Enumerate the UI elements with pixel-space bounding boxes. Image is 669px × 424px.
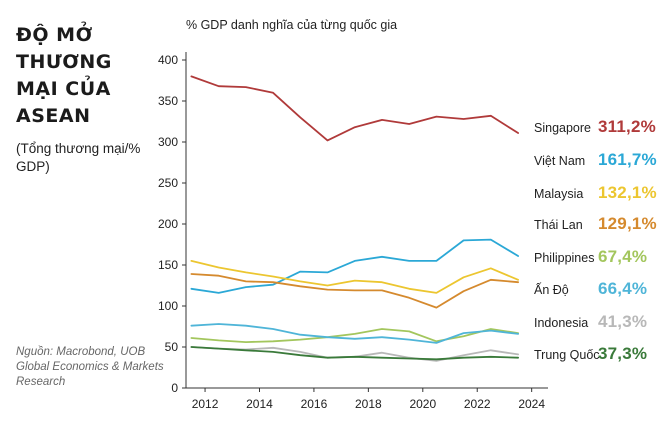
y-tick-label: 300 [158,135,178,149]
x-tick-label: 2012 [192,397,219,411]
series-line-singapore [190,75,519,142]
y-tick-label: 200 [158,217,178,231]
series-line-ấn-độ [190,323,519,344]
x-tick-label: 2022 [464,397,491,411]
legend-name: Malaysia [534,187,584,201]
legend-name: Singapore [534,121,591,135]
series-line-việt-nam [190,238,519,294]
legend-name: Indonesia [534,316,589,330]
legend-value: 37,3% [598,344,648,363]
series-line-trung-quốc [190,346,519,361]
legend-name: Ấn Độ [534,283,569,297]
y-tick-label: 0 [171,381,178,395]
legend-name: Thái Lan [534,218,583,232]
y-tick-label: 250 [158,176,178,190]
y-tick-label: 50 [165,340,179,354]
legend-value: 132,1% [598,183,657,202]
y-tick-label: 150 [158,258,178,272]
y-axis-label: % GDP danh nghĩa của từng quốc gia [186,18,398,32]
legend-value: 161,7% [598,150,657,169]
source-note: Nguồn: Macrobond, UOB Global Economics &… [16,346,164,388]
x-tick-label: 2016 [301,397,328,411]
x-tick-label: 2018 [355,397,382,411]
legend-value: 66,4% [598,279,648,298]
x-tick-label: 2014 [246,397,273,411]
y-tick-label: 350 [158,94,178,108]
series-line-thái-lan [190,273,519,309]
legend-name: Trung Quốc [534,348,600,362]
legend-value: 41,3% [598,312,648,331]
series-line-philippines [190,328,519,344]
x-tick-label: 2024 [518,397,545,411]
legend-name: Philippines [534,251,595,265]
y-tick-label: 400 [158,53,178,67]
chart-title: ĐỘ MỞ THƯƠNG MẠI CỦA ASEAN [16,24,112,127]
x-tick-label: 2020 [409,397,436,411]
y-tick-label: 100 [158,299,178,313]
legend-value: 311,2% [598,117,656,136]
legend-value: 129,1% [598,214,657,233]
legend-name: Việt Nam [534,154,586,168]
series-line-malaysia [190,259,519,294]
chart-subtitle: (Tổng thương mại/% GDP) [16,141,141,174]
legend-value: 67,4% [598,247,648,266]
